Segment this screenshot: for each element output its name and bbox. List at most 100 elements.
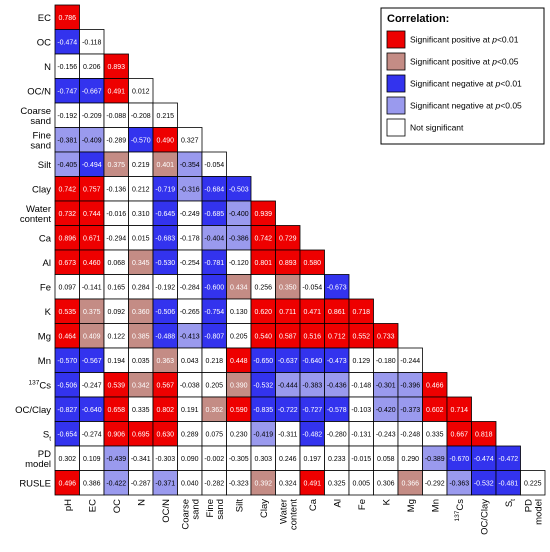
cell-value-label: 0.539 bbox=[107, 382, 125, 389]
cell-value-label: -0.311 bbox=[278, 431, 297, 438]
cell-value-label: -0.192 bbox=[57, 113, 77, 120]
heatmap-cell bbox=[250, 347, 276, 373]
cell-value-label: -0.494 bbox=[82, 162, 102, 169]
cell-value-label: -0.305 bbox=[229, 456, 249, 463]
cell-value-label: 0.375 bbox=[107, 162, 125, 169]
heatmap-cells: 0.786-0.474 -0.118-0.156 0.206 0.893-0.747-… bbox=[54, 4, 546, 496]
column-label-group: Fe bbox=[357, 499, 368, 510]
legend-title: Correlation: bbox=[387, 13, 449, 25]
cell-value-label: 0.015 bbox=[132, 235, 150, 242]
column-label: Mg bbox=[406, 499, 417, 512]
cell-value-label: 0.284 bbox=[132, 284, 150, 291]
legend-swatch bbox=[386, 96, 406, 115]
cell-value-label: 0.129 bbox=[352, 358, 370, 365]
heatmap-cell bbox=[54, 29, 80, 55]
heatmap-cell bbox=[54, 127, 80, 153]
heatmap-cell bbox=[177, 445, 203, 471]
cell-value-label: -0.103 bbox=[351, 407, 371, 414]
cell-value-label: 0.327 bbox=[181, 137, 199, 144]
cell-value-label: -0.243 bbox=[376, 431, 396, 438]
heatmap-cell bbox=[103, 323, 129, 349]
cell-value-label: 0.667 bbox=[450, 431, 468, 438]
column-label-group: OC/N bbox=[161, 499, 172, 523]
heatmap-cell bbox=[128, 249, 154, 275]
heatmap-cell bbox=[348, 298, 374, 324]
column-label: Watercontent bbox=[278, 499, 299, 531]
column-label: Al bbox=[332, 499, 343, 507]
heatmap-cell bbox=[54, 372, 80, 398]
cell-value-label: -0.002 bbox=[204, 456, 224, 463]
heatmap-cell bbox=[275, 396, 301, 422]
cell-value-label: -0.570 bbox=[131, 137, 151, 144]
heatmap-cell bbox=[128, 445, 154, 471]
column-label: Clay bbox=[259, 499, 270, 518]
cell-value-label: 0.205 bbox=[230, 333, 248, 340]
heatmap-cell bbox=[54, 200, 80, 226]
cell-value-label: -0.405 bbox=[57, 162, 77, 169]
cell-value-label: 0.206 bbox=[83, 64, 101, 71]
cell-value-label: 0.012 bbox=[132, 88, 150, 95]
legend-swatch bbox=[386, 52, 406, 71]
heatmap-cell bbox=[397, 372, 423, 398]
cell-value-label: -0.363 bbox=[449, 480, 469, 487]
cell-value-label: 0.219 bbox=[132, 162, 150, 169]
cell-value-label: 0.090 bbox=[181, 456, 199, 463]
cell-value-label: 0.896 bbox=[58, 235, 76, 242]
cell-value-label: 0.360 bbox=[132, 309, 150, 316]
cell-value-label: -0.422 bbox=[106, 480, 126, 487]
heatmap-cell bbox=[128, 151, 154, 177]
cell-value-label: 0.409 bbox=[83, 333, 101, 340]
cell-value-label: -0.419 bbox=[253, 431, 273, 438]
row-label: OC/N bbox=[27, 86, 51, 97]
heatmap-cell bbox=[152, 127, 178, 153]
cell-value-label: 0.310 bbox=[132, 211, 150, 218]
cell-value-label: 0.602 bbox=[426, 407, 444, 414]
cell-value-label: -0.637 bbox=[278, 358, 298, 365]
column-label-group: PDmodel bbox=[523, 499, 544, 525]
heatmap-cell bbox=[152, 176, 178, 202]
cell-value-label: 0.714 bbox=[450, 407, 468, 414]
column-label-group: Mn bbox=[430, 499, 441, 512]
cell-value-label: -0.292 bbox=[425, 480, 445, 487]
column-label-group: pH bbox=[63, 499, 74, 511]
cell-value-label: -0.120 bbox=[229, 260, 249, 267]
cell-value-label: -0.570 bbox=[57, 358, 77, 365]
cell-value-label: 0.712 bbox=[328, 333, 346, 340]
cell-value-label: -0.650 bbox=[253, 358, 273, 365]
cell-value-label: 0.711 bbox=[279, 309, 296, 316]
cell-value-label: -0.400 bbox=[229, 211, 249, 218]
cell-value-label: 0.401 bbox=[156, 162, 174, 169]
column-label: Ca bbox=[308, 498, 319, 511]
column-label: Finesand bbox=[205, 499, 226, 520]
cell-value-label: -0.354 bbox=[180, 162, 200, 169]
column-label-group: St bbox=[504, 499, 517, 507]
row-label: Al bbox=[43, 258, 51, 269]
cell-value-label: 0.434 bbox=[230, 284, 248, 291]
heatmap-cell bbox=[201, 421, 227, 447]
cell-value-label: 0.757 bbox=[83, 186, 101, 193]
cell-value-label: 0.130 bbox=[230, 309, 248, 316]
cell-value-label: 0.068 bbox=[107, 260, 125, 267]
column-label-group: Coarsesand bbox=[180, 499, 201, 530]
heatmap-cell bbox=[250, 274, 276, 300]
column-label: 137Cs bbox=[454, 499, 466, 522]
heatmap-cell bbox=[152, 102, 178, 128]
heatmap-cell bbox=[79, 421, 105, 447]
cell-value-label: -0.156 bbox=[57, 64, 77, 71]
heatmap-cell bbox=[226, 249, 252, 275]
row-label: Mn bbox=[38, 356, 51, 367]
legend: Correlation: Significant positive at p<0.… bbox=[380, 7, 545, 145]
heatmap-cell bbox=[54, 347, 80, 373]
cell-value-label: 0.744 bbox=[83, 211, 101, 218]
heatmap-cell bbox=[79, 102, 105, 128]
heatmap-cell bbox=[397, 470, 423, 496]
legend-label: Significant positive at p<0.05 bbox=[410, 57, 519, 67]
cell-value-label: 0.350 bbox=[279, 284, 297, 291]
cell-value-label: 0.324 bbox=[279, 480, 297, 487]
cell-value-label: 0.742 bbox=[58, 186, 76, 193]
cell-value-label: 0.366 bbox=[401, 480, 419, 487]
cell-value-label: -0.381 bbox=[57, 137, 77, 144]
heatmap-cell bbox=[79, 323, 105, 349]
cell-value-label: -0.016 bbox=[106, 211, 126, 218]
column-label-group: K bbox=[381, 498, 392, 505]
